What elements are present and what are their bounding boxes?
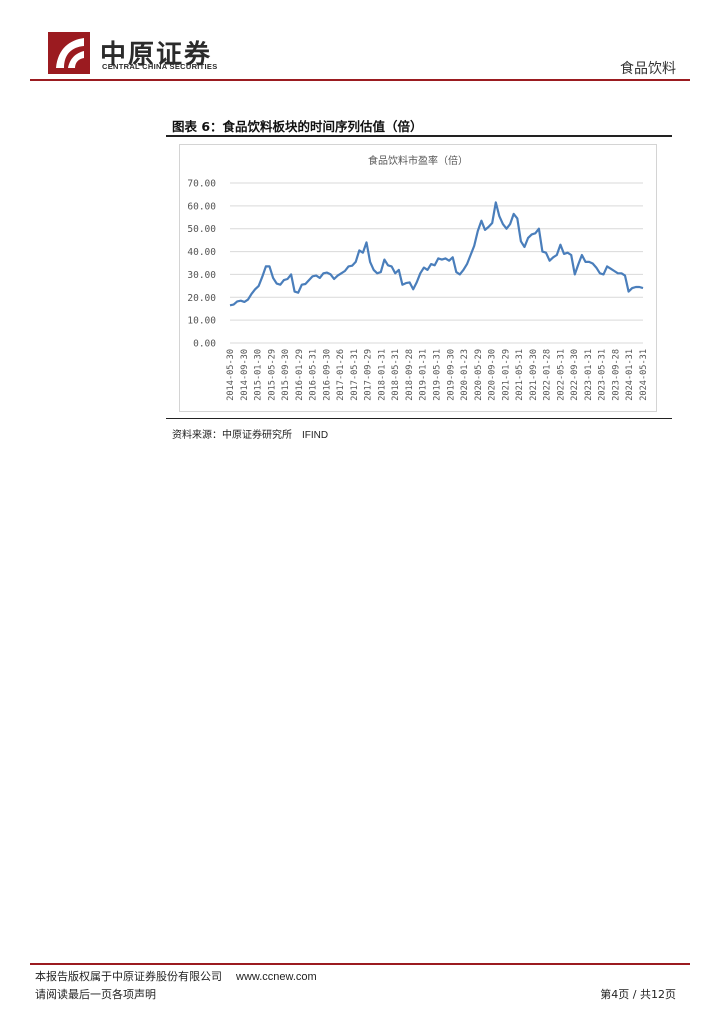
figure-top-rule (166, 135, 672, 137)
y-tick-label: 40.00 (187, 247, 216, 258)
y-tick-label: 20.00 (187, 293, 216, 304)
x-tick-label: 2016-09-30 (322, 349, 332, 401)
x-tick-label: 2014-05-30 (226, 349, 236, 401)
header-divider (30, 79, 690, 81)
footer-copyright-line: 本报告版权属于中原证券股份有限公司 www.ccnew.com (35, 968, 317, 984)
x-tick-label: 2017-01-26 (336, 349, 346, 401)
x-tick-label: 2019-09-30 (446, 349, 456, 401)
page-number: 第4页 / 共12页 (600, 988, 676, 1001)
y-tick-label: 10.00 (187, 316, 216, 327)
x-tick-label: 2015-01-30 (254, 349, 264, 401)
website-link[interactable]: www.ccnew.com (236, 971, 317, 983)
figure-bottom-rule (166, 418, 672, 419)
x-tick-label: 2021-09-30 (529, 349, 539, 401)
x-tick-label: 2022-01-28 (543, 349, 553, 401)
section-title: 食品饮料 (620, 61, 676, 77)
figure-source: 资料来源：中原证券研究所 IFIND (172, 426, 328, 441)
series-line (229, 201, 644, 307)
logo-english-text: CENTRAL CHINA SECURITIES (102, 62, 218, 71)
y-tick-label: 30.00 (187, 270, 216, 281)
x-tick-label: 2020-05-29 (474, 349, 484, 401)
x-tick-label: 2022-09-30 (570, 349, 580, 401)
chart-title: 食品饮料市盈率（倍） (368, 154, 468, 167)
x-tick-label: 2024-01-31 (625, 349, 635, 401)
x-tick-label: 2021-05-31 (515, 349, 525, 401)
x-tick-label: 2023-09-28 (611, 349, 621, 401)
x-tick-label: 2019-05-31 (433, 349, 443, 401)
y-tick-label: 60.00 (187, 201, 216, 212)
chart-frame: 食品饮料市盈率（倍） 0.00 10.00 20.00 30.00 40.00 50.00… (179, 144, 657, 412)
logo-chinese-text: 中原证券 (100, 40, 213, 70)
footer-divider (30, 963, 690, 965)
x-tick-label: 2018-09-28 (405, 349, 415, 401)
x-tick-label: 2023-01-31 (584, 349, 594, 401)
pe-ratio-line-chart: 食品饮料市盈率（倍） 0.00 10.00 20.00 30.00 40.00 50.00… (187, 154, 649, 401)
x-tick-label: 2020-01-23 (460, 349, 470, 401)
x-tick-label: 2015-05-29 (267, 349, 277, 401)
company-logo-icon (48, 32, 90, 74)
x-tick-label: 2019-01-31 (419, 349, 429, 401)
figure-title: 图表 6：食品饮料板块的时间序列估值（倍） (172, 119, 423, 134)
y-tick-label: 50.00 (187, 224, 216, 235)
disclaimer-text: 请阅读最后一页各项声明 (35, 988, 156, 1001)
x-tick-label: 2015-09-30 (281, 349, 291, 401)
copyright-text: 本报告版权属于中原证券股份有限公司 (35, 970, 222, 983)
x-tick-label: 2022-05-31 (556, 349, 566, 401)
x-tick-label: 2017-05-31 (350, 349, 360, 401)
x-tick-label: 2020-09-30 (488, 349, 498, 401)
source-database: IFIND (302, 430, 329, 441)
x-tick-label: 2014-09-30 (240, 349, 250, 401)
x-tick-label: 2017-09-29 (364, 349, 374, 401)
page-header: 中原证券 CENTRAL CHINA SECURITIES 食品饮料 (38, 30, 690, 78)
x-tick-label: 2018-05-31 (391, 349, 401, 401)
x-tick-label: 2016-01-29 (295, 349, 305, 401)
x-tick-label: 2016-05-31 (309, 349, 319, 401)
x-tick-label: 2024-05-31 (639, 349, 649, 401)
y-tick-label: 0.00 (193, 339, 216, 350)
x-tick-label: 2021-01-29 (501, 349, 511, 401)
x-tick-label: 2023-05-31 (598, 349, 608, 401)
source-label: 资料来源：中原证券研究所 (172, 430, 292, 441)
y-tick-label: 70.00 (187, 179, 216, 190)
x-tick-label: 2018-01-31 (377, 349, 387, 401)
